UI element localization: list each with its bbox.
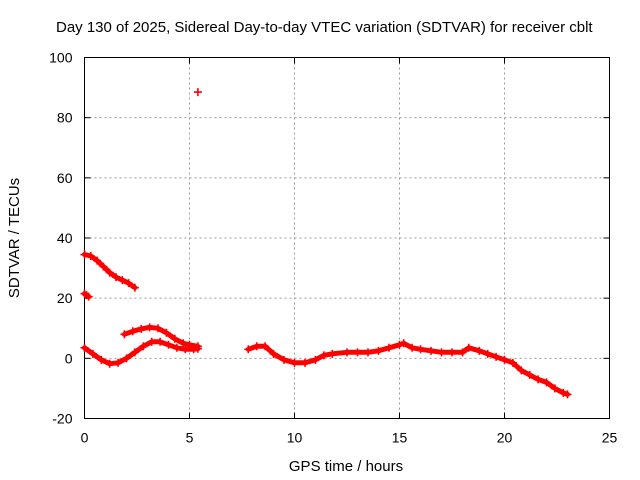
data-point	[88, 349, 97, 358]
segment-hump-lower	[80, 337, 202, 368]
data-point	[408, 343, 417, 352]
x-tick-label: 10	[287, 430, 303, 446]
data-point	[550, 384, 559, 393]
data-point	[145, 323, 154, 332]
data-point	[147, 337, 156, 346]
data-point	[301, 358, 309, 367]
y-tick-label: 80	[57, 110, 73, 126]
data-point	[311, 355, 320, 364]
data-point	[154, 324, 162, 333]
data-point	[128, 327, 137, 336]
data-point	[534, 375, 543, 384]
data-point	[181, 345, 190, 354]
data-point	[164, 340, 173, 349]
data-point	[559, 388, 568, 397]
axis-ticks: 0 5 10 15 20 25 -20 0 20 40 60 80 100	[49, 50, 617, 446]
data-point	[542, 378, 551, 387]
data-point	[458, 348, 467, 357]
data-point	[508, 358, 517, 367]
data-point	[84, 292, 93, 301]
data-point	[492, 352, 501, 361]
data-points	[80, 88, 572, 399]
data-point	[395, 340, 404, 349]
data-point	[500, 355, 509, 364]
y-tick-label: 20	[57, 290, 73, 306]
data-point	[437, 348, 446, 357]
data-point	[172, 343, 181, 352]
data-point	[156, 337, 165, 346]
data-point	[427, 346, 435, 355]
data-point	[280, 355, 288, 364]
data-point	[193, 344, 202, 353]
data-point	[162, 328, 171, 337]
data-point	[353, 348, 362, 357]
y-tick-label: 0	[65, 350, 73, 366]
data-point	[517, 366, 526, 375]
data-point	[483, 349, 492, 358]
data-point	[124, 279, 133, 288]
y-tick-label: -20	[52, 411, 72, 427]
data-point	[130, 283, 139, 292]
data-point	[114, 358, 123, 367]
segment-short-cluster-at-20	[80, 289, 93, 301]
data-point	[179, 339, 188, 348]
data-point	[290, 358, 299, 367]
data-point	[464, 343, 473, 352]
segment-upper-early-arc	[80, 250, 139, 292]
x-axis-label: GPS time / hours	[289, 458, 403, 475]
data-point	[93, 256, 102, 265]
segment-outlier	[193, 88, 202, 97]
data-point	[364, 348, 372, 357]
data-point	[475, 346, 484, 355]
y-tick-label: 100	[49, 50, 73, 66]
data-point	[139, 342, 148, 351]
x-tick-label: 15	[392, 430, 408, 446]
data-point	[105, 359, 114, 368]
y-axis-label: SDTVAR / TECUs	[6, 178, 23, 298]
data-point	[122, 354, 131, 363]
data-point	[269, 349, 278, 358]
data-point	[385, 343, 393, 352]
x-tick-label: 20	[497, 430, 513, 446]
data-point	[328, 349, 337, 358]
data-point	[261, 342, 270, 351]
data-point	[86, 252, 95, 261]
data-point	[120, 330, 129, 339]
data-point	[99, 262, 108, 271]
x-tick-label: 25	[602, 430, 618, 446]
data-point	[80, 250, 89, 259]
data-point	[252, 342, 261, 351]
data-point	[525, 370, 534, 379]
data-point	[244, 345, 253, 354]
data-point	[118, 276, 127, 285]
data-point	[563, 390, 572, 399]
segment-main-trace	[244, 339, 572, 399]
data-point	[319, 351, 328, 360]
data-point	[416, 345, 425, 354]
data-point	[80, 343, 89, 352]
data-point	[343, 348, 351, 357]
data-point	[193, 88, 202, 97]
segment-hump-upper	[120, 323, 202, 351]
chart-title: Day 130 of 2025, Sidereal Day-to-day VTE…	[56, 19, 593, 36]
data-point	[170, 334, 179, 343]
data-point	[97, 355, 106, 364]
data-point	[105, 268, 114, 277]
x-tick-label: 0	[81, 430, 89, 446]
data-point	[137, 324, 146, 333]
y-tick-label: 60	[57, 170, 73, 186]
data-point	[448, 348, 456, 357]
data-point	[112, 273, 120, 282]
data-point	[130, 348, 139, 357]
y-tick-label: 40	[57, 230, 73, 246]
data-point	[399, 339, 408, 348]
x-tick-label: 5	[186, 430, 194, 446]
data-point	[374, 346, 383, 355]
